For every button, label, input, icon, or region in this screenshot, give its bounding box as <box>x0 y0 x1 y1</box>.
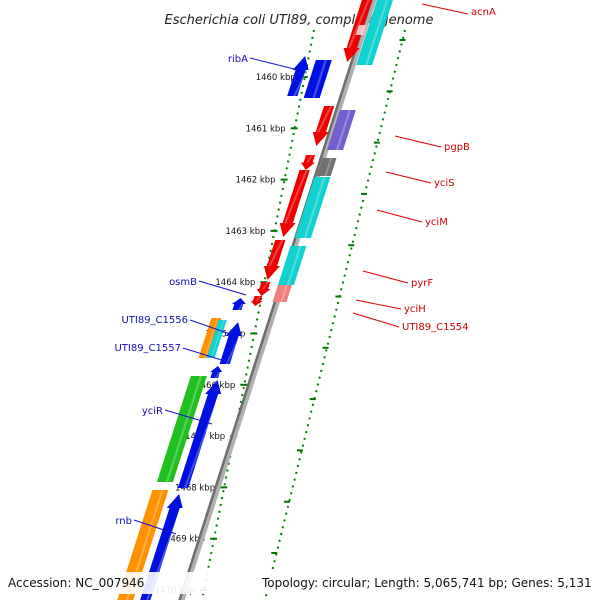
gene-pyrF-red[interactable] <box>263 240 286 280</box>
gene-pyrF-cyan[interactable] <box>277 246 307 285</box>
gene-label-rnb[interactable]: rnb <box>115 516 132 527</box>
gene-yciR-blue[interactable] <box>177 380 222 488</box>
kbp-label: 1467 kbp <box>185 432 225 442</box>
gene-yciS-gray[interactable] <box>316 158 337 176</box>
leader-yciH <box>355 299 402 310</box>
gene-ribA-blue1[interactable] <box>287 56 309 96</box>
gene-highlight <box>286 246 302 285</box>
topology-text: Topology: circular; Length: 5,065,741 bp… <box>261 576 592 590</box>
gene-acnA-pink[interactable] <box>355 25 368 35</box>
gene-features <box>117 0 394 600</box>
leader-UTI89_C1554 <box>352 312 400 328</box>
gene-highlight <box>365 0 389 65</box>
gene-highlight <box>284 170 308 223</box>
gene-C1556-cyan[interactable] <box>206 320 227 358</box>
gene-yciS-red[interactable] <box>301 155 316 170</box>
leader-yciR <box>164 409 213 425</box>
gene-C1556-blue[interactable] <box>219 322 242 364</box>
gene-label-osmB[interactable]: osmB <box>169 277 197 288</box>
gene-ribA-blue2[interactable] <box>303 60 332 98</box>
forward-gene-labels: acnA pgpB yciS yciM pyrF yciH UTI89_C155… <box>402 7 496 333</box>
leader-UTI89_C1557 <box>182 347 229 363</box>
kbp-label: 1461 kbp <box>246 124 286 134</box>
label-leader-lines <box>133 3 469 535</box>
gene-highlight <box>214 372 221 378</box>
gene-pgpB-purple[interactable] <box>327 110 356 150</box>
kbp-label: 1465 kbp <box>205 330 245 340</box>
leader-acnA <box>421 3 469 15</box>
gene-UTI89_C1554-red[interactable] <box>250 296 263 306</box>
gene-label-yciS[interactable]: yciS <box>434 178 455 189</box>
gene-yciM-cyan[interactable] <box>294 177 331 238</box>
gene-highlight <box>237 304 244 310</box>
gene-highlight <box>165 376 203 482</box>
gene-label-UTI89_C1556[interactable]: UTI89_C1556 <box>121 315 188 326</box>
gene-yciR-green[interactable] <box>156 376 207 482</box>
gene-highlight <box>293 70 309 96</box>
leader-UTI89_C1556 <box>189 319 237 337</box>
leader-rnb <box>133 519 177 535</box>
gene-C1557-blue[interactable] <box>210 366 223 378</box>
gene-osmB-blue[interactable] <box>231 298 246 310</box>
gene-label-UTI89_C1557[interactable]: UTI89_C1557 <box>114 343 181 354</box>
left-dotted-guide <box>201 29 315 600</box>
kbp-label: 1468 kbp <box>175 483 215 493</box>
leader-osmB <box>198 280 247 296</box>
gene-highlight <box>268 240 284 266</box>
gene-highlight <box>225 336 242 364</box>
gene-highlight <box>262 282 269 289</box>
gene-highlight <box>306 155 314 163</box>
gene-label-acnA[interactable]: acnA <box>471 7 496 18</box>
gene-highlight <box>335 110 352 150</box>
kbp-label: 1464 kbp <box>215 278 255 288</box>
leader-yciS <box>385 171 432 184</box>
gene-label-yciH[interactable]: yciH <box>404 304 426 315</box>
gene-highlight <box>255 296 261 301</box>
gene-label-ribA[interactable]: ribA <box>228 54 248 65</box>
gene-highlight <box>204 318 219 358</box>
gene-highlight <box>210 320 225 358</box>
leader-yciM <box>376 209 423 223</box>
leader-pgpB <box>394 135 442 148</box>
map-title: Escherichia coli UTI89, complete genome <box>165 13 434 28</box>
gene-label-UTI89_C1554[interactable]: UTI89_C1554 <box>402 322 469 333</box>
gene-label-pgpB[interactable]: pgpB <box>444 142 470 153</box>
accession-text: Accession: NC_007946 <box>8 576 144 590</box>
gene-yciH-red[interactable] <box>256 282 271 296</box>
leader-ribA <box>249 57 299 71</box>
gene-label-yciM[interactable]: yciM <box>425 217 448 228</box>
gene-C1556-orange[interactable] <box>198 318 222 358</box>
gene-label-pyrF[interactable]: pyrF <box>411 278 433 289</box>
gene-highlight <box>347 0 370 48</box>
gene-highlight <box>280 285 288 302</box>
gene-highlight <box>303 177 326 238</box>
gene-yciM-red[interactable] <box>279 170 310 237</box>
leader-pyrF <box>362 270 409 284</box>
gene-label-yciR[interactable]: yciR <box>142 406 163 417</box>
footer-background <box>0 572 600 594</box>
kbp-label: 1462 kbp <box>236 176 276 186</box>
gene-highlight <box>183 394 221 488</box>
gene-acnA-cyan[interactable] <box>356 0 394 65</box>
gene-yciH-pink[interactable] <box>272 285 292 302</box>
kbp-label: 1460 kbp <box>256 73 296 83</box>
gene-pgpB-red[interactable] <box>312 106 335 146</box>
kbp-label: 1469 kbp <box>165 535 205 545</box>
gene-highlight <box>317 106 333 132</box>
kbp-label: 1463 kbp <box>225 227 265 237</box>
guide-lines <box>201 29 406 600</box>
reverse-gene-labels: ribA osmB UTI89_C1556 UTI89_C1557 yciR r… <box>114 54 248 527</box>
gene-highlight <box>360 25 365 35</box>
gene-highlight <box>312 60 328 98</box>
gene-highlight <box>324 158 333 176</box>
